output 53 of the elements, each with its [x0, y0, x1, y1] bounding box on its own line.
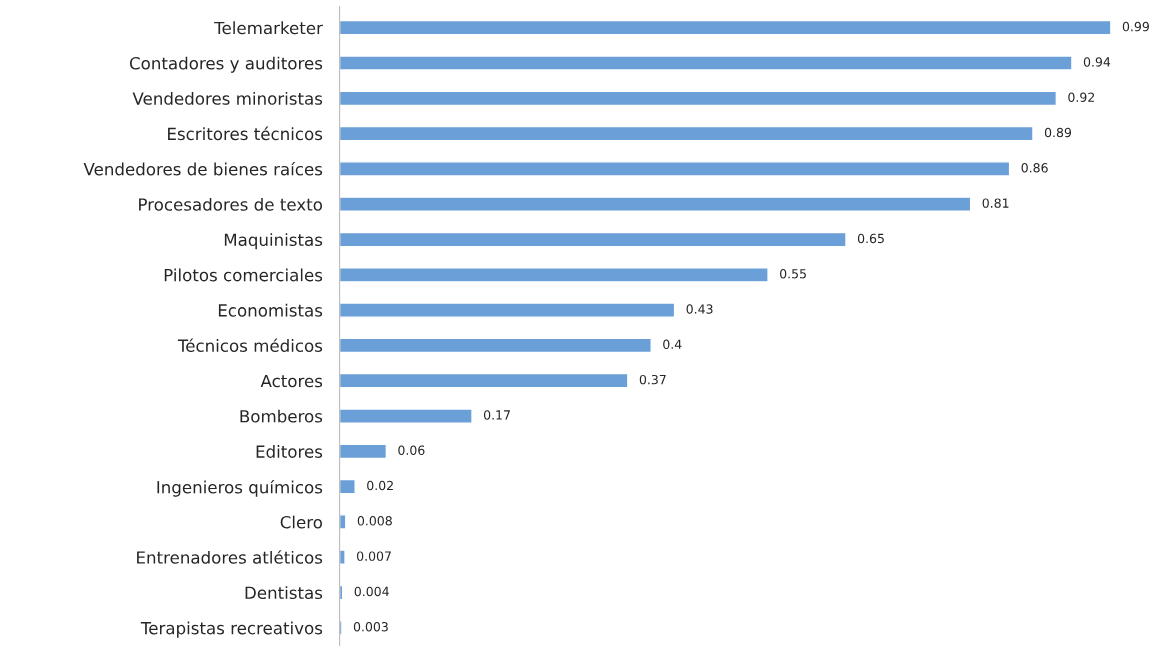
data-label: 0.4 — [663, 339, 682, 350]
y-tick-label: Maquinistas — [224, 233, 323, 250]
y-tick-label: Telemarketer — [214, 21, 323, 35]
bar — [339, 408, 473, 424]
bar — [339, 125, 1034, 142]
data-label: 0.99 — [1122, 21, 1149, 32]
bar — [339, 478, 356, 495]
bar — [339, 620, 343, 636]
y-tick-label: Escritores técnicos — [168, 126, 323, 141]
y-tick-label: Entrenadores atléticos — [137, 550, 323, 564]
bar — [339, 267, 769, 283]
data-label: 0.65 — [857, 233, 884, 244]
y-tick-label: Actores — [260, 374, 323, 388]
y-tick-label: Contadores y auditores — [129, 56, 323, 73]
data-label: 0.007 — [356, 551, 391, 561]
data-label: 0.92 — [1068, 92, 1095, 102]
y-tick-label: Vendedores minoristas — [132, 91, 323, 105]
data-label: 0.81 — [982, 198, 1009, 208]
bar — [339, 372, 629, 389]
data-label: 0.02 — [367, 480, 393, 491]
data-label: 0.55 — [780, 268, 806, 279]
data-label: 0.004 — [354, 586, 389, 597]
data-label: 0.06 — [398, 445, 425, 455]
y-tick-label: Editores — [256, 444, 323, 458]
data-label: 0.43 — [686, 304, 713, 314]
y-tick-label: Terapistas recreativos — [140, 621, 323, 638]
y-tick-label: Pilotos comerciales — [164, 268, 323, 282]
bar — [339, 55, 1073, 71]
bar — [339, 302, 676, 318]
bar — [339, 161, 1011, 177]
y-tick-label: Procesadores de texto — [139, 197, 323, 211]
y-tick-label: Ingenieros químicos — [157, 479, 323, 497]
data-label: 0.008 — [357, 516, 392, 526]
data-label: 0.94 — [1083, 57, 1111, 67]
data-label: 0.89 — [1044, 127, 1072, 138]
bar — [339, 443, 388, 460]
data-label: 0.37 — [639, 374, 666, 385]
bar — [339, 19, 1112, 36]
y-tick-label: Dentistas — [245, 586, 323, 600]
bar — [339, 196, 972, 212]
bar — [339, 231, 847, 248]
bar — [339, 337, 652, 354]
bar — [339, 90, 1058, 107]
y-tick-label: Clero — [280, 515, 323, 529]
y-tick-label: Economistas — [218, 303, 323, 317]
y-tick-label: Técnicos médicos — [177, 338, 323, 352]
data-label: 0.86 — [1021, 163, 1048, 173]
data-label: 0.003 — [353, 622, 388, 632]
data-label: 0.17 — [483, 410, 510, 420]
bar — [339, 549, 346, 565]
y-tick-label: Bomberos — [240, 409, 323, 423]
y-tick-label: Vendedores de bienes raíces — [83, 161, 323, 176]
bar — [339, 514, 347, 530]
